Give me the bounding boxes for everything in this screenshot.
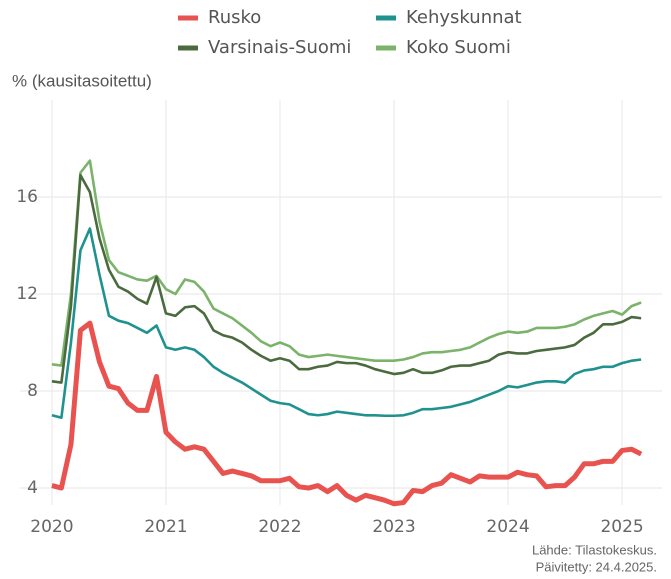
y-tick-label: 16 [16,187,38,207]
legend-label: Kehyskunnat [406,7,522,28]
x-tick-label: 2021 [144,517,187,537]
line [51,159,642,367]
line [51,227,642,419]
x-tick-label: 2023 [372,517,415,537]
line [51,173,642,384]
y-tick-label: 4 [27,478,38,498]
y-tick-label: 8 [27,381,38,401]
line [51,320,643,507]
y-tick-label: 12 [16,284,38,304]
y-axis-label: % (kausitasoitettu) [12,71,152,90]
source: Lähde: Tilastokeskus. [532,542,657,557]
updated: Päivitetty: 24.4.2025. [536,559,657,574]
legend-label: Rusko [208,7,261,28]
x-tick-label: 2024 [486,517,529,537]
legend-label: Varsinais-Suomi [208,37,351,58]
legend-label: Koko Suomi [406,37,511,58]
x-tick-label: 2020 [30,517,73,537]
x-tick-label: 2025 [600,517,643,537]
x-tick-label: 2022 [258,517,301,537]
